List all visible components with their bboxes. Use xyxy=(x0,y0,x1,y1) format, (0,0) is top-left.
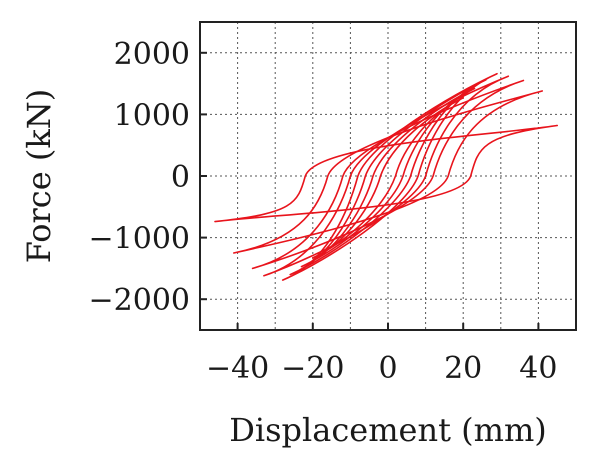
x-tick-label: −20 xyxy=(281,351,344,386)
y-tick-labels: −2000 −1000 0 1000 2000 xyxy=(89,37,190,318)
x-tick-labels: −40 −20 0 20 40 xyxy=(206,351,558,386)
x-tick-label: 40 xyxy=(519,351,557,386)
y-tick-label: −1000 xyxy=(89,222,190,257)
hysteresis-loops xyxy=(214,72,558,281)
y-axis-title: Force (kN) xyxy=(20,89,58,263)
hysteresis-loop-5 xyxy=(263,75,510,277)
y-tick-label: 0 xyxy=(171,160,190,195)
x-tick-label: 20 xyxy=(444,351,482,386)
x-tick-label: −40 xyxy=(206,351,269,386)
hysteresis-loop-7 xyxy=(233,90,543,254)
axis-ticks xyxy=(200,51,540,330)
hysteresis-loop-3 xyxy=(289,79,487,276)
x-axis-title: Displacement (mm) xyxy=(229,411,547,449)
hysteresis-loop-4 xyxy=(281,72,498,281)
y-tick-label: 2000 xyxy=(114,37,190,72)
y-tick-label: −2000 xyxy=(89,283,190,318)
hysteresis-loop-8 xyxy=(214,124,558,223)
y-tick-label: 1000 xyxy=(114,98,190,133)
grid xyxy=(200,22,576,330)
hysteresis-loop-1 xyxy=(312,97,464,259)
x-tick-label: 0 xyxy=(378,351,397,386)
